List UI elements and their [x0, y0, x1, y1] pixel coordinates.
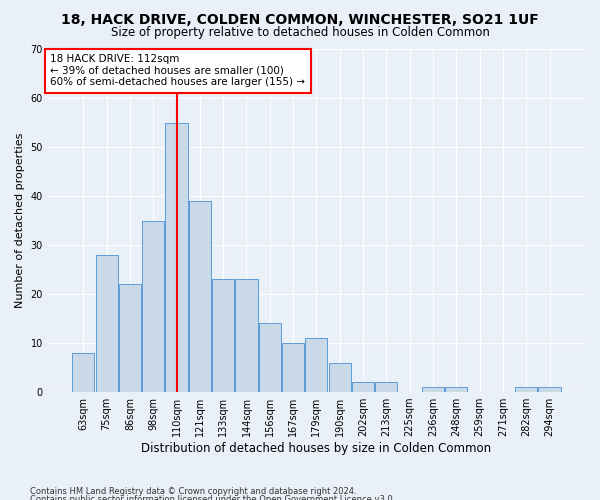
- Bar: [305, 338, 328, 392]
- Bar: [189, 201, 211, 392]
- Bar: [235, 280, 257, 392]
- Bar: [515, 387, 537, 392]
- Text: 18 HACK DRIVE: 112sqm
← 39% of detached houses are smaller (100)
60% of semi-det: 18 HACK DRIVE: 112sqm ← 39% of detached …: [50, 54, 305, 88]
- Bar: [445, 387, 467, 392]
- Bar: [538, 387, 560, 392]
- Text: Size of property relative to detached houses in Colden Common: Size of property relative to detached ho…: [110, 26, 490, 39]
- Bar: [375, 382, 397, 392]
- Bar: [329, 362, 351, 392]
- Bar: [212, 280, 234, 392]
- Bar: [422, 387, 444, 392]
- Text: 18, HACK DRIVE, COLDEN COMMON, WINCHESTER, SO21 1UF: 18, HACK DRIVE, COLDEN COMMON, WINCHESTE…: [61, 12, 539, 26]
- Bar: [352, 382, 374, 392]
- Bar: [95, 255, 118, 392]
- Y-axis label: Number of detached properties: Number of detached properties: [15, 133, 25, 308]
- Bar: [142, 220, 164, 392]
- Bar: [119, 284, 141, 392]
- Text: Contains public sector information licensed under the Open Government Licence v3: Contains public sector information licen…: [30, 495, 395, 500]
- Bar: [282, 343, 304, 392]
- Bar: [72, 353, 94, 392]
- Text: Contains HM Land Registry data © Crown copyright and database right 2024.: Contains HM Land Registry data © Crown c…: [30, 488, 356, 496]
- Bar: [259, 324, 281, 392]
- X-axis label: Distribution of detached houses by size in Colden Common: Distribution of detached houses by size …: [142, 442, 491, 455]
- Bar: [166, 122, 188, 392]
